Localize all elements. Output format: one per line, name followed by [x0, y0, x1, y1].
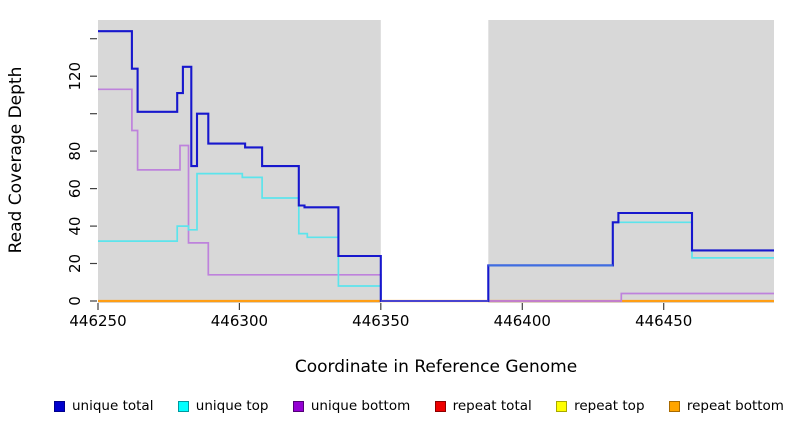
legend-item-repeat-bottom: repeat bottom	[668, 398, 784, 414]
series-line-unique-bottom	[98, 88, 774, 302]
x-axis: 446250 446300 446350 446400 446450	[69, 303, 692, 330]
shaded-region	[98, 20, 381, 303]
legend-label: unique top	[195, 398, 269, 414]
x-tick-label: 446350	[352, 312, 409, 330]
y-tick-label: 20	[66, 254, 84, 273]
x-tick-label: 446250	[69, 312, 126, 330]
legend-label: repeat bottom	[686, 398, 784, 414]
legend-swatch-unique-top	[177, 400, 189, 412]
legend-item-unique-total: unique total	[54, 398, 153, 414]
legend-item-repeat-total: repeat total	[434, 398, 532, 414]
shaded-region	[488, 20, 774, 303]
x-tick-label: 446400	[494, 312, 551, 330]
legend-label: unique bottom	[310, 398, 411, 414]
legend-swatch-repeat-top	[556, 400, 568, 412]
legend-label: repeat total	[452, 398, 532, 414]
x-tick-label: 446300	[211, 312, 268, 330]
legend-swatch-unique-bottom	[292, 400, 304, 412]
y-tick-label: 40	[66, 217, 84, 236]
legend-item-unique-top: unique top	[177, 398, 269, 414]
legend-item-unique-bottom: unique bottom	[292, 398, 411, 414]
legend-swatch-repeat-total	[434, 400, 446, 412]
legend: unique total unique top unique bottom repea…	[54, 398, 784, 414]
y-tick-label: 120	[66, 62, 84, 91]
series-line-unique-total	[98, 30, 774, 303]
y-tick-label: 80	[66, 142, 84, 161]
coverage-plot: 446250 446300 446350 446400 446450 0 20 40 60 80…	[6, 20, 774, 377]
y-tick-label: 60	[66, 179, 84, 198]
legend-swatch-repeat-bottom	[668, 400, 680, 412]
y-axis: 0 20 40 60 80 120	[66, 38, 97, 306]
background-shading	[98, 20, 774, 303]
x-tick-label: 446450	[635, 312, 692, 330]
legend-swatch-unique-total	[54, 400, 65, 412]
y-axis-title: Read Coverage Depth	[6, 67, 26, 254]
y-tick-label: 0	[66, 296, 84, 306]
x-axis-title: Coordinate in Reference Genome	[295, 357, 577, 377]
series-lines	[98, 30, 774, 303]
legend-label: unique total	[72, 398, 154, 414]
legend-label: repeat top	[574, 398, 645, 414]
legend-item-repeat-top: repeat top	[556, 398, 645, 414]
